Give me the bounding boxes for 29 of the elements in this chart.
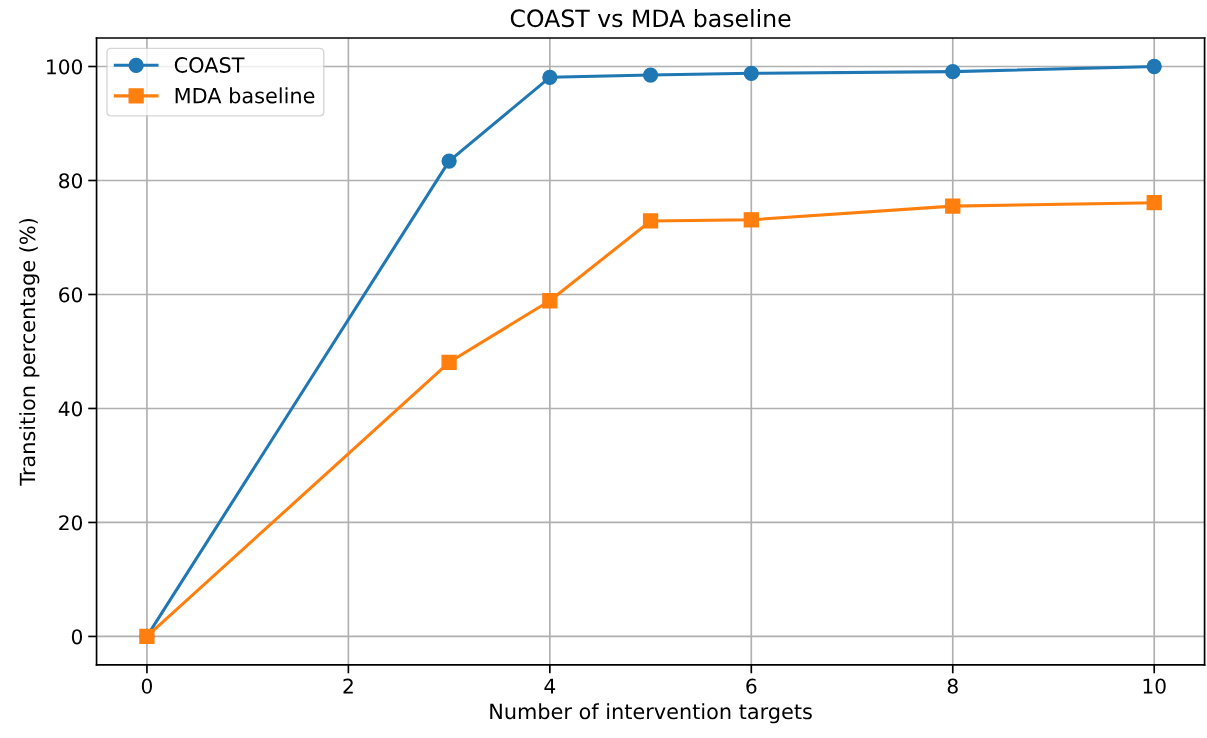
x-tick-label: 8 bbox=[947, 678, 958, 694]
legend-label: COAST bbox=[174, 57, 245, 73]
y-tick-label: 0 bbox=[71, 629, 83, 645]
point bbox=[542, 69, 558, 85]
point bbox=[441, 354, 457, 370]
point bbox=[642, 213, 659, 229]
x-tick-label: 4 bbox=[544, 678, 556, 694]
point bbox=[542, 293, 558, 309]
point bbox=[945, 198, 961, 214]
x-tick-label: 10 bbox=[1143, 678, 1166, 694]
x-tick-label: 2 bbox=[343, 678, 353, 694]
point bbox=[1146, 58, 1162, 75]
point bbox=[642, 67, 659, 83]
chart-title: COAST vs MDA baseline bbox=[510, 8, 791, 28]
x-tick-label: 6 bbox=[746, 678, 757, 694]
y-tick-label: 40 bbox=[58, 401, 83, 417]
point bbox=[743, 212, 759, 228]
x-tick-label: 0 bbox=[141, 678, 152, 694]
y-tick-label: 80 bbox=[59, 173, 83, 189]
y-tick-label: 100 bbox=[47, 59, 83, 75]
point bbox=[441, 153, 457, 169]
x-axis-title: Number of intervention targets bbox=[490, 703, 812, 724]
point bbox=[743, 65, 759, 81]
y-tick-label: 20 bbox=[59, 515, 83, 531]
point bbox=[945, 63, 961, 80]
y-tick-label: 60 bbox=[59, 287, 83, 303]
point bbox=[1146, 195, 1162, 211]
legend-label: MDA baseline bbox=[175, 87, 315, 104]
y-axis-title: Transition percentage (%) bbox=[19, 218, 40, 486]
